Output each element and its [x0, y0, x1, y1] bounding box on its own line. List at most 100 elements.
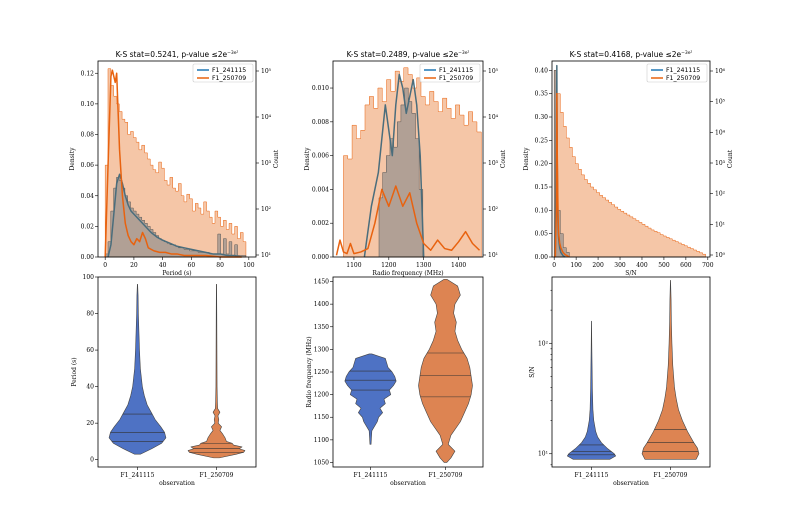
x-tick-label: 40	[159, 262, 167, 269]
violin-F1_250709	[641, 280, 700, 460]
panel-rf-violin: F1_241115 F1_250709 1050 1100 1150 1200 1250 13…	[306, 276, 484, 487]
x-axis-label: observation	[390, 480, 426, 487]
y-axis-label: Period (s)	[71, 357, 78, 386]
violin-F1_250709	[418, 278, 473, 463]
y-tick-label: 1250	[314, 369, 329, 376]
y-tick-label: 0	[90, 457, 94, 464]
y-tick-label: 0.04	[81, 193, 95, 200]
kde-line-F1_250709	[104, 69, 242, 258]
panel-period-hist: 0 20 40 60 80 100 0.00 0.02 0.04 0.06 0.08 0.10 0.12…	[69, 50, 280, 277]
violin-F1_250709	[187, 284, 246, 459]
y2-tick-label: 10³	[261, 160, 272, 167]
chart-title: K-S stat=0.4168, p-value ≤2e−3e²	[570, 50, 693, 59]
y-tick-label: 1450	[314, 279, 329, 286]
x-tick-label: F1_250709	[200, 472, 234, 479]
x-axis-label: Radio frequency (MHz)	[372, 270, 443, 277]
y2-tick-label: 10¹	[488, 252, 498, 259]
y2-tick-label: 10⁶	[715, 68, 726, 75]
y-tick-label: 20	[86, 420, 94, 427]
x-tick-label: F1_250709	[654, 472, 688, 479]
legend-label: F1_241115	[212, 67, 246, 74]
y-axis-label: Density	[69, 147, 76, 171]
title-text: K-S stat=0.2489, p-value ≤2e	[347, 50, 459, 59]
x-axis-label: observation	[613, 480, 649, 487]
y-tick-label: 0.08	[81, 132, 95, 139]
y-tick-label: 0.35	[535, 91, 549, 98]
x-tick-label: 700	[702, 262, 714, 269]
y2-tick-label: 10⁵	[715, 99, 726, 106]
y-tick-label: 1400	[314, 301, 329, 308]
y-tick-label: 0.10	[535, 207, 549, 214]
kde-line-F1_250709	[335, 185, 481, 256]
y-tick-label: 0.25	[535, 137, 549, 144]
y-tick-label: 0.15	[535, 184, 549, 191]
y-axis-label: S/N	[529, 366, 536, 377]
y-axis-label: Radio frequency (MHz)	[306, 336, 313, 407]
y-tick-label: 80	[86, 311, 94, 318]
y-tick-label: 0.004	[312, 186, 329, 193]
y-tick-label: 0.06	[81, 162, 95, 169]
x-tick-label: 500	[658, 262, 670, 269]
y-axis-label: Density	[523, 147, 530, 171]
y2-axis-label: Count	[273, 149, 280, 168]
x-axis-label: Period (s)	[162, 270, 191, 277]
x-tick-label: 1100	[346, 262, 361, 269]
y-tick-label: 0.008	[312, 119, 329, 126]
y2-tick-label: 10²	[488, 206, 499, 213]
y-tick-label: 0.00	[81, 254, 95, 261]
y-tick-label: 40	[86, 384, 94, 391]
y-tick-label: 1200	[314, 392, 329, 399]
y2-tick-label: 10⁵	[261, 68, 272, 75]
violin-F1_241115	[567, 320, 616, 460]
x-tick-label: 1200	[381, 262, 396, 269]
x-tick-label: F1_241115	[354, 472, 388, 479]
y-tick-label: 0.002	[312, 220, 329, 227]
violin-F1_241115	[108, 284, 167, 455]
y-tick-label: 1050	[314, 459, 329, 466]
y2-tick-label: 10⁴	[261, 114, 272, 121]
y2-tick-label: 10⁴	[715, 129, 726, 136]
x-tick-label: 0	[552, 262, 556, 269]
hist-bar-F1_250709	[553, 70, 706, 258]
x-axis-label: S/N	[625, 270, 636, 277]
y2-tick-label: 10³	[715, 160, 726, 167]
plot-frame	[97, 60, 257, 258]
hist-bar-F1_250709	[104, 68, 247, 258]
x-tick-label: 1300	[416, 262, 431, 269]
title-text: K-S stat=0.5241, p-value ≤2e	[116, 50, 228, 59]
x-tick-label: 400	[636, 262, 648, 269]
y2-tick-label: 10⁰	[715, 252, 726, 259]
y2-axis-label: Count	[727, 149, 734, 168]
x-tick-label: 200	[592, 262, 604, 269]
x-tick-label: 80	[216, 262, 224, 269]
legend-label: F1_250709	[666, 75, 700, 82]
plot-frame	[332, 60, 484, 258]
y2-axis-label: Count	[500, 149, 507, 168]
y-tick-label: 0.05	[535, 231, 549, 238]
title-exponent: −3e²	[681, 50, 692, 56]
y-tick-label: 10²	[538, 340, 549, 347]
y-tick-label: 0.30	[535, 114, 549, 121]
legend-label: F1_250709	[439, 75, 473, 82]
chart-title: K-S stat=0.2489, p-value ≤2e−3e²	[347, 50, 470, 59]
panel-sn-violin: F1_241115 F1_250709 10¹ 10² observation S/N	[529, 276, 711, 487]
x-tick-label: 100	[570, 262, 582, 269]
x-tick-label: 1400	[451, 262, 466, 269]
y2-tick-label: 10¹	[715, 221, 725, 228]
y-tick-label: 0.20	[535, 161, 549, 168]
y2-tick-label: 10³	[488, 160, 499, 167]
plot-frame	[551, 276, 711, 468]
panel-sn-hist: 0 100 200 300 400 500 600 700 0.00 0.05 0.10 0.15 0.…	[523, 50, 734, 277]
plot-frame	[551, 60, 711, 258]
x-tick-label: F1_241115	[575, 472, 609, 479]
y-tick-label: 0.10	[81, 101, 95, 108]
legend-label: F1_250709	[212, 75, 246, 82]
x-tick-label: F1_241115	[121, 472, 155, 479]
y2-tick-label: 10⁵	[488, 68, 499, 75]
x-tick-label: 100	[243, 262, 255, 269]
y2-tick-label: 10¹	[261, 252, 271, 259]
title-text: K-S stat=0.4168, p-value ≤2e	[570, 50, 682, 59]
y-tick-label: 1350	[314, 324, 329, 331]
y-tick-label: 0.000	[312, 254, 329, 261]
